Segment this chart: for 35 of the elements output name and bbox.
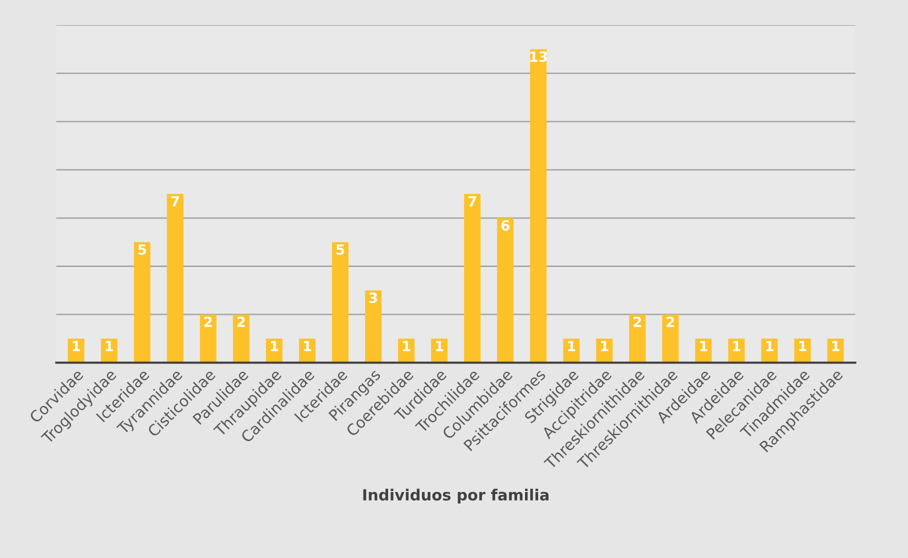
bar: [200, 314, 216, 363]
data-label: 2: [634, 316, 642, 327]
bar: [332, 242, 349, 363]
bar: [134, 242, 150, 363]
data-label: 1: [568, 340, 576, 352]
data-label: 1: [601, 340, 608, 352]
data-label: 1: [72, 340, 80, 352]
data-label: 1: [766, 340, 774, 352]
data-label: 2: [204, 316, 212, 327]
x-axis-title: Individuos por familia: [363, 488, 549, 504]
bar: [497, 218, 514, 363]
bar: [166, 194, 184, 363]
data-label: 1: [106, 340, 113, 352]
data-label: 5: [336, 244, 344, 255]
data-label: 5: [138, 244, 146, 255]
bar: [629, 314, 646, 363]
data-label: 1: [700, 340, 708, 352]
data-label: 6: [501, 220, 510, 231]
data-label: 7: [171, 196, 179, 206]
data-label: 2: [237, 316, 245, 327]
data-label: 1: [799, 340, 806, 352]
data-label: 1: [270, 340, 278, 352]
bar: [662, 314, 679, 363]
data-label: 7: [468, 196, 476, 206]
data-label: 3: [369, 292, 377, 304]
data-label: 1: [733, 340, 740, 352]
data-label: 1: [436, 340, 444, 352]
bar: [464, 194, 481, 363]
data-label: 2: [666, 316, 674, 327]
bar: [232, 314, 250, 363]
bar: [530, 49, 547, 363]
data-label: 1: [832, 340, 840, 352]
data-label: 1: [304, 340, 312, 352]
bar: [365, 290, 382, 363]
data-label: 1: [403, 340, 410, 352]
